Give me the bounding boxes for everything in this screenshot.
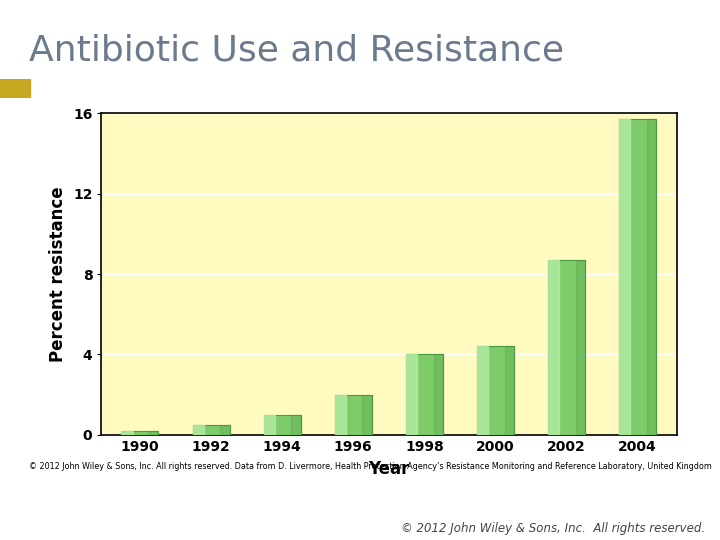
Bar xyxy=(619,119,656,435)
Bar xyxy=(264,415,275,435)
Bar xyxy=(647,119,656,435)
Text: © 2012 John Wiley & Sons, Inc. All rights reserved. Data from D. Livermore, Heal: © 2012 John Wiley & Sons, Inc. All right… xyxy=(29,462,711,471)
Bar xyxy=(548,260,559,435)
Bar xyxy=(192,424,204,435)
Bar xyxy=(548,260,585,435)
Bar xyxy=(505,346,514,435)
X-axis label: Year: Year xyxy=(368,460,410,478)
Bar xyxy=(406,354,417,435)
Bar xyxy=(335,395,372,435)
Bar xyxy=(576,260,585,435)
Bar xyxy=(0,79,30,98)
Bar xyxy=(122,431,158,435)
Bar xyxy=(264,415,301,435)
Bar xyxy=(477,346,514,435)
Bar xyxy=(192,424,230,435)
Bar xyxy=(220,424,230,435)
Bar xyxy=(122,431,132,435)
Text: © 2012 John Wiley & Sons, Inc.  All rights reserved.: © 2012 John Wiley & Sons, Inc. All right… xyxy=(402,522,706,535)
Bar xyxy=(477,346,488,435)
Bar xyxy=(292,415,301,435)
Bar xyxy=(433,354,443,435)
Bar xyxy=(406,354,443,435)
Bar xyxy=(362,395,372,435)
Y-axis label: Percent resistance: Percent resistance xyxy=(50,186,68,362)
Bar xyxy=(619,119,630,435)
Bar xyxy=(149,431,158,435)
Bar xyxy=(335,395,346,435)
Text: Antibiotic Use and Resistance: Antibiotic Use and Resistance xyxy=(29,33,564,68)
